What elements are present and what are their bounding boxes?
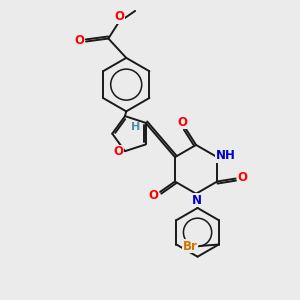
Text: H: H: [131, 122, 141, 132]
Text: O: O: [177, 116, 187, 129]
Text: O: O: [75, 34, 85, 47]
Text: O: O: [148, 189, 159, 202]
Text: O: O: [113, 145, 123, 158]
Text: O: O: [114, 10, 124, 23]
Text: N: N: [192, 194, 202, 207]
Text: NH: NH: [216, 149, 236, 162]
Text: O: O: [237, 170, 247, 184]
Text: Br: Br: [183, 239, 198, 253]
